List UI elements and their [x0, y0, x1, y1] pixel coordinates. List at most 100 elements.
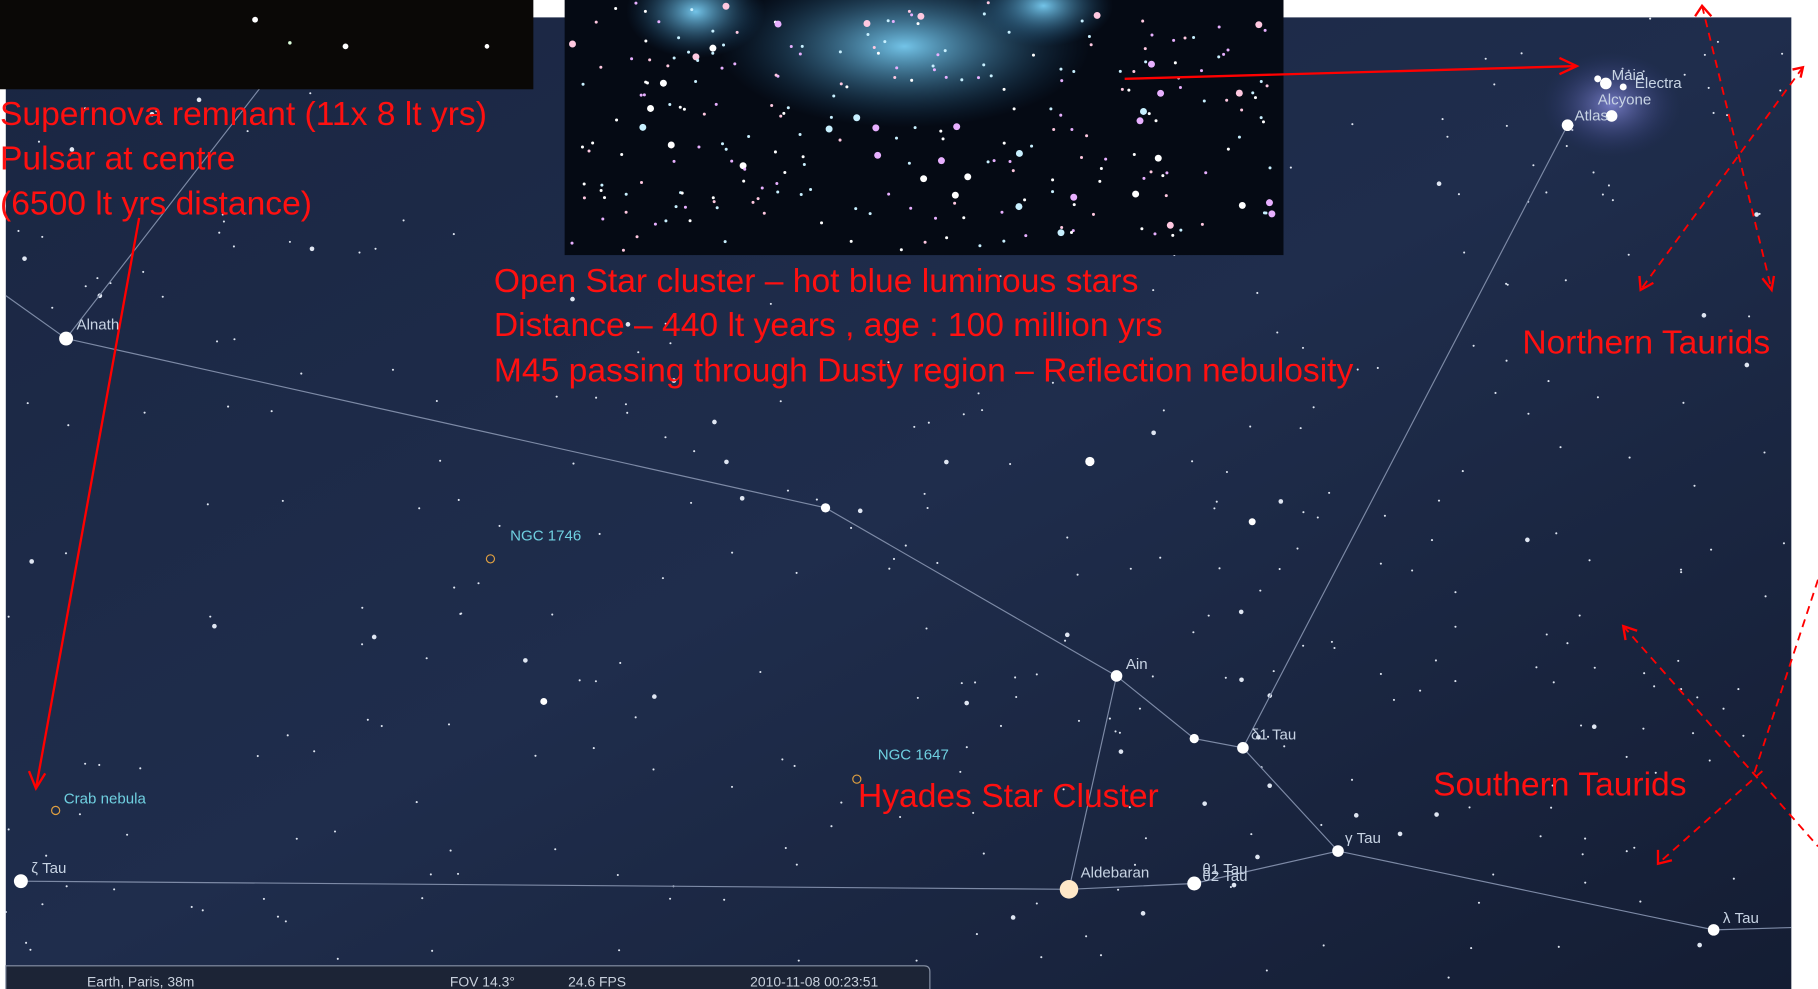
star [1323, 944, 1325, 946]
star [863, 20, 870, 27]
star [1003, 142, 1006, 145]
star [963, 413, 965, 415]
star [1148, 112, 1151, 115]
star [96, 277, 98, 279]
star [1759, 213, 1761, 215]
star [800, 193, 803, 196]
star [1015, 696, 1017, 698]
star [1783, 542, 1785, 544]
star [233, 245, 235, 247]
star [1779, 89, 1781, 91]
star [367, 719, 369, 721]
star [1119, 70, 1122, 73]
star [1748, 315, 1750, 317]
star [1765, 595, 1767, 597]
star [1300, 427, 1302, 429]
star [1276, 331, 1278, 333]
star [1677, 660, 1679, 662]
star [1680, 571, 1682, 573]
star [1179, 229, 1182, 232]
star [1088, 35, 1091, 38]
star [723, 899, 725, 901]
star [944, 460, 949, 465]
star [1626, 756, 1628, 758]
star [85, 285, 87, 287]
star [781, 758, 783, 760]
star [1127, 89, 1130, 92]
star [1023, 198, 1026, 201]
star-label: Alcyone [1598, 91, 1652, 108]
star [1171, 234, 1174, 237]
star [1354, 813, 1359, 818]
star [1540, 835, 1542, 837]
star [1081, 19, 1084, 22]
star [600, 184, 603, 187]
star [1302, 511, 1304, 513]
star [1722, 708, 1724, 710]
star [139, 767, 141, 769]
star [816, 499, 818, 501]
star [920, 175, 927, 182]
star [1014, 676, 1016, 678]
star [1692, 732, 1694, 734]
star [1259, 590, 1261, 592]
star [917, 697, 919, 699]
star [1009, 463, 1011, 465]
star [436, 400, 438, 402]
star [1546, 633, 1548, 635]
star [593, 747, 595, 749]
star [287, 734, 289, 736]
star [722, 43, 725, 46]
star [1049, 107, 1052, 110]
star [1279, 568, 1281, 570]
star [1448, 977, 1450, 979]
star [460, 612, 462, 614]
star [1213, 507, 1215, 509]
star [964, 173, 971, 180]
star [1442, 118, 1444, 120]
star [1226, 471, 1228, 473]
star [361, 643, 363, 645]
location: Earth, Paris, 38m [87, 974, 194, 989]
star [790, 45, 793, 48]
star [888, 568, 890, 570]
star [1078, 720, 1080, 722]
star [313, 750, 315, 752]
star [1468, 806, 1470, 808]
star [1260, 80, 1263, 83]
star [381, 725, 383, 727]
star [839, 50, 842, 53]
star [1008, 31, 1011, 34]
star [1351, 123, 1353, 125]
star [723, 3, 730, 10]
star [1072, 70, 1075, 73]
star [1155, 119, 1158, 122]
star [1013, 107, 1016, 110]
datetime: 2010-11-08 00:23:51 [750, 974, 878, 989]
star-label: λ Tau [1723, 910, 1759, 927]
star [1639, 901, 1641, 903]
star [1191, 460, 1193, 462]
star [1697, 943, 1702, 948]
star [1555, 532, 1557, 534]
star [1333, 647, 1335, 649]
star [1208, 615, 1210, 617]
star [900, 248, 903, 251]
star [1317, 516, 1319, 518]
star [144, 412, 146, 414]
star [374, 248, 376, 250]
star [840, 82, 843, 85]
star [711, 52, 714, 55]
star [1266, 199, 1273, 206]
star [1104, 158, 1107, 161]
star [29, 559, 34, 564]
star [554, 848, 556, 850]
star [853, 114, 860, 121]
star [588, 149, 591, 152]
star [599, 66, 602, 69]
star [614, 7, 617, 10]
star [625, 403, 627, 405]
star [1222, 53, 1225, 56]
star [1254, 96, 1257, 99]
star [1754, 212, 1759, 217]
